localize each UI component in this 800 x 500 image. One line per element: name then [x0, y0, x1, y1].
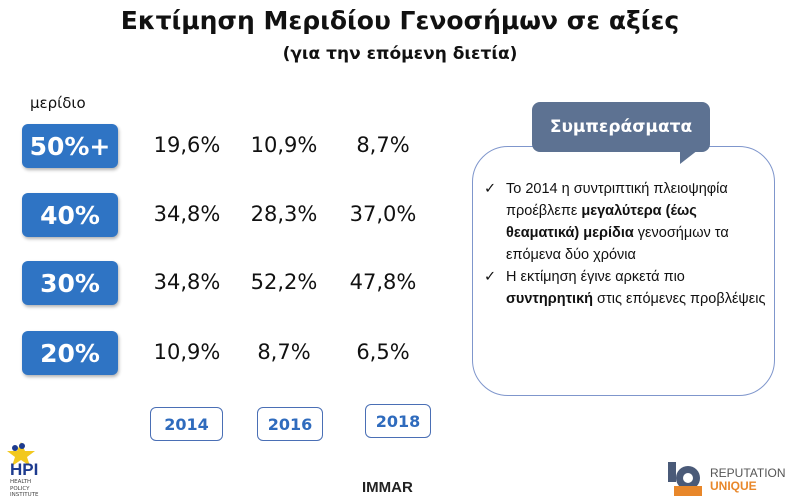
text: Η εκτίμηση έγινε αρκετά πιο: [506, 269, 685, 285]
logo-text: REPUTATION: [710, 466, 786, 480]
share-value-cell: 10,9%: [153, 340, 221, 364]
hpi-logo: HPI HEALTH POLICY INSTITUTE: [4, 442, 54, 500]
share-column-label: μερίδιο: [30, 94, 86, 112]
callout-pointer: [680, 150, 698, 164]
share-value-cell: 52,2%: [250, 270, 318, 294]
share-level-badge: 50%+: [22, 124, 118, 168]
share-level-badge: 40%: [22, 193, 118, 237]
hpi-logo-text: HPI: [10, 460, 39, 479]
year-label: 2014: [150, 407, 223, 441]
page-title: Εκτίμηση Μεριδίου Γενοσήμων σε αξίες: [120, 6, 680, 35]
share-value-cell: 19,6%: [153, 133, 221, 157]
reputation-unique-logo: REPUTATION UNIQUE: [668, 462, 798, 498]
reputation-mark-icon: [668, 462, 702, 496]
conclusion-item: ✓ Η εκτίμηση έγινε αρκετά πιο συντηρητική…: [484, 266, 774, 310]
emphasis-text: συντηρητική: [506, 291, 594, 307]
share-value-cell: 28,3%: [250, 202, 318, 226]
share-value-cell: 6,5%: [356, 340, 410, 364]
share-value-cell: 37,0%: [349, 202, 417, 226]
logo-text: UNIQUE: [710, 479, 757, 493]
conclusion-item: ✓ Το 2014 η συντριπτική πλειοψηφία προέβλ…: [484, 178, 774, 266]
share-value-cell: 8,7%: [356, 133, 410, 157]
year-label: 2016: [257, 407, 323, 441]
share-value-cell: 34,8%: [153, 270, 221, 294]
conclusions-list: ✓ Το 2014 η συντριπτική πλειοψηφία προέβλ…: [484, 178, 774, 310]
share-level-badge: 20%: [22, 331, 118, 375]
share-level-badge: 30%: [22, 261, 118, 305]
immar-logo: IMMAR: [362, 479, 413, 496]
share-value-cell: 8,7%: [257, 340, 311, 364]
share-value-cell: 34,8%: [153, 202, 221, 226]
text: στις επόμενες προβλέψεις: [593, 291, 766, 307]
text: Το 2014 η συντριπτική πλειοψηφία προέβλε…: [506, 181, 728, 219]
conclusions-title: Συμπεράσματα: [532, 102, 710, 152]
page-subtitle: (για την επόμενη διετία): [282, 44, 518, 64]
year-label: 2018: [365, 404, 431, 438]
checkmark-icon: ✓: [484, 269, 497, 285]
checkmark-icon: ✓: [484, 181, 497, 197]
star-icon: [7, 442, 35, 466]
hpi-logo-subtext: HEALTH POLICY INSTITUTE: [10, 479, 39, 498]
share-value-cell: 47,8%: [349, 270, 417, 294]
emphasis-text: μεγαλύτερα (έως θεαματικά) μερίδια: [506, 203, 697, 241]
share-value-cell: 10,9%: [250, 133, 318, 157]
text: γενοσήμων τα επόμενα δύο χρόνια: [506, 225, 729, 263]
conclusions-box: [472, 146, 775, 396]
